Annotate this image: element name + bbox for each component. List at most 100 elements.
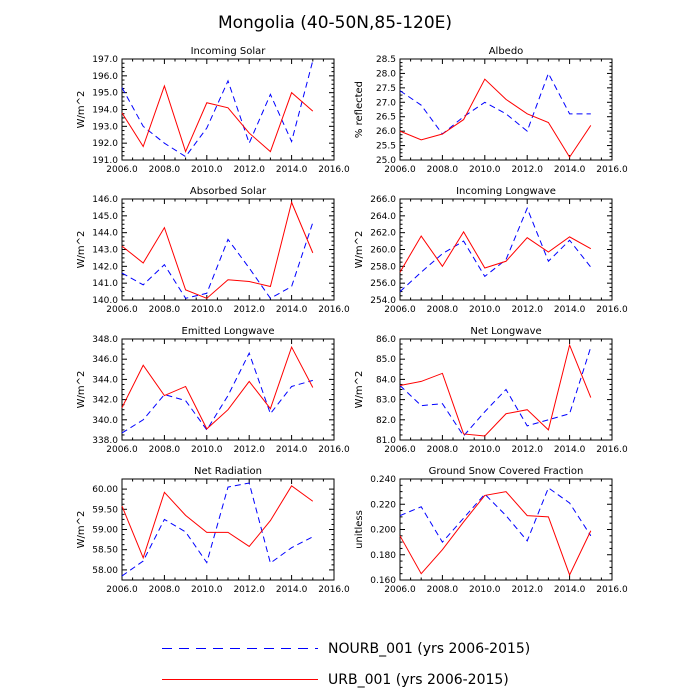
x-tick-label: 2014.0 bbox=[276, 445, 308, 455]
x-tick-label: 2012.0 bbox=[233, 445, 265, 455]
x-tick-label: 2016.0 bbox=[596, 305, 628, 315]
x-tick-label: 2014.0 bbox=[276, 305, 308, 315]
y-tick-label: 27.5 bbox=[376, 84, 396, 94]
y-tick-label: 0.240 bbox=[370, 475, 396, 485]
y-axis-label-net-longwave: W/m^2 bbox=[354, 371, 365, 409]
y-tick-label: 25.5 bbox=[376, 142, 396, 152]
y-tick-label: 85.0 bbox=[376, 355, 396, 365]
plot-frame-albedo bbox=[399, 58, 613, 161]
legend: NOURB_001 (yrs 2006-2015) URB_001 (yrs 2… bbox=[162, 641, 530, 688]
y-axis-label-emitted-longwave: W/m^2 bbox=[76, 371, 87, 409]
panel-net-longwave: Net Longwave W/m^2 2006.0 2008.0 2010.0 2012.… bbox=[354, 326, 628, 455]
x-tick-label: 2006.0 bbox=[384, 445, 416, 455]
x-tick-label: 2016.0 bbox=[318, 585, 350, 595]
y-tick-label: 346.0 bbox=[92, 355, 118, 365]
x-tick-label: 2010.0 bbox=[469, 305, 501, 315]
panel-ground-snow-covered-fraction: Ground Snow Covered Fraction unitless 2006… bbox=[354, 466, 628, 595]
plot-frame-ground-snow-covered-fraction bbox=[399, 478, 613, 581]
panel-title-absorbed-solar: Absorbed Solar bbox=[190, 186, 267, 197]
series-line-nourb-emitted-longwave bbox=[121, 351, 313, 434]
y-tick-label: 338.0 bbox=[92, 436, 118, 446]
x-tick-label: 2006.0 bbox=[106, 165, 138, 175]
y-tick-label: 28.0 bbox=[376, 69, 396, 79]
y-tick-label: 59.50 bbox=[92, 505, 118, 515]
y-tick-label: 146.0 bbox=[92, 195, 118, 205]
x-tick-label: 2008.0 bbox=[427, 445, 459, 455]
series-line-nourb-net-radiation bbox=[121, 482, 314, 577]
x-tick-label: 2010.0 bbox=[469, 165, 501, 175]
y-tick-label: 340.0 bbox=[92, 416, 118, 426]
x-tick-label: 2006.0 bbox=[384, 165, 416, 175]
plot-frame-emitted-longwave bbox=[121, 338, 335, 441]
y-tick-label: 27.0 bbox=[376, 98, 396, 108]
series-line-urb-emitted-longwave bbox=[121, 345, 314, 430]
y-tick-label: 256.0 bbox=[370, 279, 396, 289]
figure-title: Mongolia (40-50N,85-120E) bbox=[218, 13, 452, 33]
x-tick-label: 2014.0 bbox=[554, 445, 586, 455]
x-tick-label: 2012.0 bbox=[511, 165, 543, 175]
y-tick-label: 26.0 bbox=[376, 127, 396, 137]
x-tick-label: 2010.0 bbox=[191, 305, 223, 315]
x-tick-label: 2008.0 bbox=[149, 305, 181, 315]
y-tick-label: 81.0 bbox=[376, 436, 396, 446]
panel-net-radiation: Net Radiation W/m^2 2006.0 2008.0 2010.0 2012… bbox=[76, 466, 350, 595]
panel-incoming-solar: Incoming Solar W/m^2 2006.0 2008.0 2010.0 201… bbox=[76, 46, 350, 175]
y-tick-label: 58.50 bbox=[92, 546, 118, 556]
x-tick-label: 2016.0 bbox=[596, 445, 628, 455]
series-line-nourb-net-longwave bbox=[399, 346, 592, 437]
x-tick-label: 2006.0 bbox=[106, 585, 138, 595]
series-line-urb-absorbed-solar bbox=[121, 200, 314, 299]
x-tick-label: 2012.0 bbox=[233, 585, 265, 595]
y-tick-label: 191.0 bbox=[92, 156, 118, 166]
x-tick-label: 2016.0 bbox=[596, 585, 628, 595]
x-tick-label: 2008.0 bbox=[149, 165, 181, 175]
y-axis-label-ground-snow-covered-fraction: unitless bbox=[354, 510, 365, 549]
x-tick-label: 2008.0 bbox=[427, 165, 459, 175]
y-axis-label-incoming-longwave: W/m^2 bbox=[354, 231, 365, 269]
series-line-urb-net-radiation bbox=[121, 485, 314, 560]
x-tick-label: 2010.0 bbox=[469, 445, 501, 455]
y-tick-label: 26.5 bbox=[376, 113, 396, 123]
series-line-nourb-incoming-longwave bbox=[399, 206, 592, 292]
x-tick-label: 2016.0 bbox=[318, 165, 350, 175]
x-tick-label: 2008.0 bbox=[149, 445, 181, 455]
x-tick-label: 2010.0 bbox=[469, 585, 501, 595]
y-tick-label: 141.0 bbox=[92, 279, 118, 289]
x-tick-label: 2010.0 bbox=[191, 445, 223, 455]
y-tick-label: 145.0 bbox=[92, 212, 118, 222]
x-tick-label: 2012.0 bbox=[511, 445, 543, 455]
y-tick-label: 58.00 bbox=[92, 566, 118, 576]
y-tick-label: 254.0 bbox=[370, 296, 396, 306]
y-tick-label: 84.0 bbox=[376, 375, 396, 385]
y-axis-label-absorbed-solar: W/m^2 bbox=[76, 231, 87, 269]
y-tick-label: 0.180 bbox=[370, 551, 396, 561]
panel-albedo: Albedo % reflected 2006.0 2008.0 2010.0 2012.… bbox=[354, 46, 628, 175]
series-line-urb-incoming-longwave bbox=[399, 230, 592, 273]
y-tick-label: 194.0 bbox=[92, 106, 118, 116]
panel-title-net-radiation: Net Radiation bbox=[194, 466, 262, 477]
y-tick-label: 144.0 bbox=[92, 229, 118, 239]
series-line-urb-incoming-solar bbox=[121, 84, 314, 153]
panel-title-emitted-longwave: Emitted Longwave bbox=[182, 326, 275, 337]
x-tick-label: 2012.0 bbox=[511, 585, 543, 595]
panels: Incoming Solar W/m^2 2006.0 2008.0 2010.0 201… bbox=[76, 46, 628, 595]
y-tick-label: 143.0 bbox=[92, 246, 118, 256]
y-axis-label-albedo: % reflected bbox=[354, 81, 365, 138]
x-tick-label: 2012.0 bbox=[233, 305, 265, 315]
x-tick-label: 2006.0 bbox=[384, 305, 416, 315]
series-line-nourb-incoming-solar bbox=[121, 60, 314, 158]
series-line-urb-albedo bbox=[399, 78, 592, 159]
y-tick-label: 83.0 bbox=[376, 396, 396, 406]
y-tick-label: 344.0 bbox=[92, 375, 118, 385]
x-tick-label: 2010.0 bbox=[191, 585, 223, 595]
panel-title-incoming-solar: Incoming Solar bbox=[191, 46, 267, 57]
y-tick-label: 196.0 bbox=[92, 72, 118, 82]
y-tick-label: 348.0 bbox=[92, 335, 118, 345]
panel-emitted-longwave: Emitted Longwave W/m^2 2006.0 2008.0 2010.0 2… bbox=[76, 326, 350, 455]
series-line-nourb-ground-snow-covered-fraction bbox=[399, 487, 592, 543]
y-tick-label: 258.0 bbox=[370, 262, 396, 272]
panel-title-incoming-longwave: Incoming Longwave bbox=[456, 186, 556, 197]
y-tick-label: 264.0 bbox=[370, 212, 396, 222]
x-tick-label: 2014.0 bbox=[554, 305, 586, 315]
